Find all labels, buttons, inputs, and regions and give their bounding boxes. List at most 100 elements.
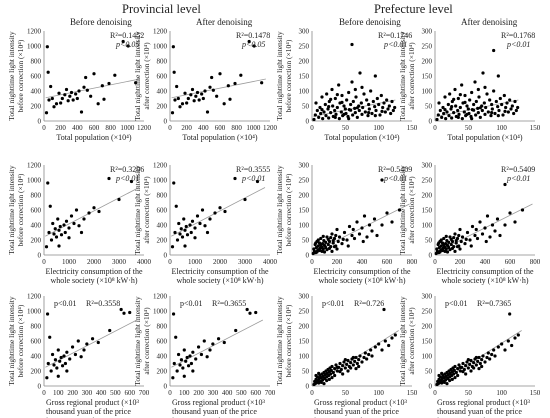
chart-1-x-tick-label: 1000 xyxy=(246,124,261,132)
chart-5-y-label-line1: Total nighttime light intensity xyxy=(133,165,142,255)
chart-7-x-tick-label: 0 xyxy=(433,258,437,266)
chart-7-data-point xyxy=(513,220,517,224)
chart-0-data-point xyxy=(57,91,61,95)
chart-2-data-point xyxy=(358,71,362,75)
chart-0-y-tick-label: 1200 xyxy=(27,28,42,36)
chart-6-x-tick-label: 0 xyxy=(310,258,314,266)
chart-11-data-point xyxy=(466,366,470,370)
chart-10-data-point xyxy=(329,368,333,372)
chart-2-data-point xyxy=(337,117,341,121)
chart-5-y-tick-label: 800 xyxy=(157,192,168,200)
chart-1-data-point xyxy=(185,101,189,105)
chart-0-data-point xyxy=(79,110,84,114)
chart-9-data-point xyxy=(196,345,201,349)
chart-11-data-point xyxy=(469,369,473,373)
chart-7-data-point xyxy=(437,241,441,245)
chart-7-data-point xyxy=(465,230,470,235)
chart-6-x-label-line1: Electricity consumption of the xyxy=(313,267,411,276)
chart-3-y-label-line2: after correction (×10⁴) xyxy=(407,42,416,110)
chart-3-data-point xyxy=(483,85,487,89)
chart-5-data-point xyxy=(255,179,260,184)
chart-4-data-point xyxy=(63,230,67,235)
chart-3-data-point xyxy=(456,115,460,119)
chart-4-x-tick-label: 0 xyxy=(42,258,46,266)
chart-8-y-tick-label: 1200 xyxy=(27,293,42,301)
chart-0-trend-line xyxy=(45,78,140,99)
chart-7-data-point xyxy=(488,235,492,239)
chart-3-data-point xyxy=(505,101,509,105)
chart-1-data-point xyxy=(171,45,175,49)
chart-1-x-tick-label: 600 xyxy=(215,124,226,132)
chart-7-data-point xyxy=(474,227,478,232)
chart-0-data-point xyxy=(126,44,130,48)
chart-0-stats-p: p<0.05 xyxy=(115,40,139,49)
chart-6-data-point xyxy=(330,232,334,236)
chart-10-data-point xyxy=(338,361,342,366)
chart-3-data-point xyxy=(436,113,440,117)
chart-7-data-point xyxy=(469,244,473,248)
chart-8-data-point xyxy=(59,355,63,360)
chart-6-data-point xyxy=(365,235,369,239)
chart-9-data-point xyxy=(175,369,179,373)
chart-7-data-point xyxy=(453,249,457,253)
chart-11-data-point xyxy=(478,361,482,366)
chart-0-y-label-line1: Total nighttime light intensity xyxy=(7,31,16,121)
chart-11-data-point xyxy=(480,364,484,369)
chart-2-data-point xyxy=(317,115,321,119)
chart-6-data-point xyxy=(325,235,329,239)
chart-2-y-label-line2: before correction (×10⁴) xyxy=(284,39,293,112)
chart-3-data-point xyxy=(488,98,492,102)
chart-0-data-point xyxy=(59,101,63,105)
chart-5-y-tick-label: 400 xyxy=(157,222,168,230)
chart-11-data-point xyxy=(508,312,512,316)
chart-8-x-tick-label: 500 xyxy=(110,389,121,397)
chart-6-data-point xyxy=(361,239,365,244)
chart-2-data-point xyxy=(385,98,389,102)
chart-10-data-point xyxy=(325,379,329,383)
chart-3-data-point xyxy=(440,115,444,119)
chart-2-data-point xyxy=(373,74,377,78)
chart-10-stats-r2: R²=0.726 xyxy=(354,299,384,308)
chart-11-data-point xyxy=(468,362,472,366)
chart-8-x-tick-label: 100 xyxy=(53,389,64,397)
chart-11-data-point xyxy=(488,357,492,361)
chart-4-data-point xyxy=(97,209,101,214)
chart-2-data-point xyxy=(340,93,344,98)
chart-9-data-point xyxy=(245,307,249,312)
chart-7-data-point xyxy=(470,224,475,229)
chart-10-data-point xyxy=(346,358,350,363)
chart-9-data-point xyxy=(182,348,186,352)
chart-3-data-point xyxy=(490,102,494,107)
chart-8-y-tick-label: 200 xyxy=(31,368,42,376)
chart-8-data-point xyxy=(76,339,80,343)
chart-2-data-point xyxy=(375,96,379,101)
chart-5-data-point xyxy=(213,211,217,215)
chart-2-x-tick-label: 150 xyxy=(407,124,418,132)
chart-2-data-point xyxy=(386,107,390,111)
chart-3-data-point xyxy=(448,92,452,96)
chart-3-data-point xyxy=(516,105,520,110)
chart-10-data-point xyxy=(380,348,384,352)
chart-1-y-label-line1: Total nighttime light intensity xyxy=(133,31,142,121)
chart-9-trend-line xyxy=(171,319,264,368)
chart-3-y-tick-label: 200 xyxy=(422,58,433,66)
chart-11-data-point xyxy=(476,359,480,363)
chart-2-data-point xyxy=(334,112,338,116)
chart-10-data-point xyxy=(345,362,349,366)
chart-6-y-label-line2: before correction (×10⁴) xyxy=(284,173,293,246)
chart-7-data-point xyxy=(454,239,458,243)
chart-10-data-point xyxy=(362,355,366,360)
chart-6-data-point xyxy=(336,239,340,244)
chart-3-data-point xyxy=(442,111,446,116)
chart-1-data-point xyxy=(226,84,230,88)
chart-10-data-point xyxy=(363,351,367,355)
chart-11-data-point xyxy=(483,360,487,364)
chart-10-data-point xyxy=(335,365,339,369)
chart-0-x-tick-label: 1200 xyxy=(137,124,152,132)
chart-6-y-tick-label: 200 xyxy=(299,192,310,200)
chart-7-data-point xyxy=(449,242,453,247)
chart-2-data-point xyxy=(373,114,377,118)
chart-6-data-point xyxy=(397,208,402,212)
chart-9-data-point xyxy=(172,361,176,366)
chart-10-data-point xyxy=(341,364,345,368)
